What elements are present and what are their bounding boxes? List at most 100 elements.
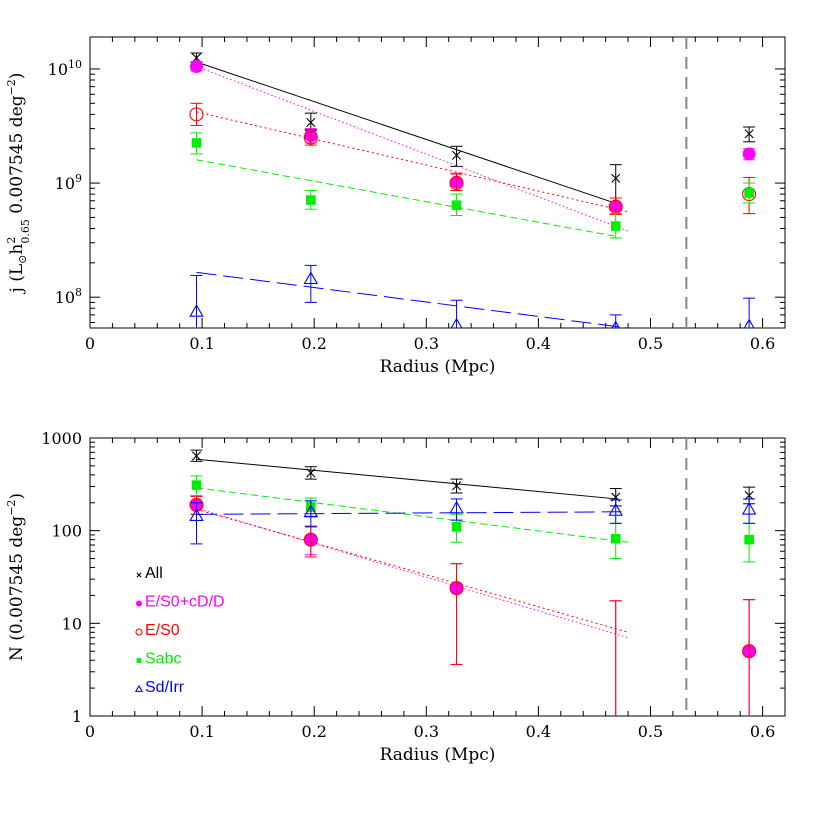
bottom-series-sabc-point: [744, 534, 754, 545]
bottom-series-sd-irr-point: [741, 501, 757, 515]
bottom-series-all-point-stroke-b: [451, 481, 462, 491]
top-plot-frame: [89, 36, 786, 329]
top-y-axis-title: j (L⊙h20.65 0.007545 deg−2): [5, 73, 32, 295]
bottom-series-sabc-point: [451, 522, 462, 532]
bottom-legend-entry-sd-irr-label: Sd/Irr: [145, 679, 185, 696]
bottom-y-tick-label: 10: [62, 614, 82, 633]
bottom-series-e-s0-point: [303, 532, 318, 547]
top-series-all-point: [451, 150, 462, 160]
bottom-legend-entry-e-s0: E/S0: [135, 622, 180, 639]
bottom-series-e-s0-point: [449, 581, 464, 596]
top-series-sd-irr-point: [189, 304, 204, 317]
bottom-legend-entry-sd-irr: Sd/Irr: [134, 679, 185, 696]
top-series-e-s0-point: [189, 107, 204, 122]
top-series-sd-irr: [189, 264, 756, 328]
top-series-e-s0-point: [449, 176, 464, 191]
top-series-all-point-stroke-b: [306, 117, 316, 128]
bottom-series-e-s0-fit-line: [196, 508, 629, 633]
bottom-series-sabc-point: [191, 480, 202, 490]
top-data-layer: [189, 52, 757, 328]
bottom-legend-entry-sabc-label: Sabc: [145, 651, 181, 668]
bottom-x-tick-label: 0.2: [301, 722, 326, 741]
top-series-sd-irr-fit-line: [196, 271, 629, 328]
bottom-y-axis-title: N (0.007545 deg−2): [5, 493, 27, 661]
bottom-legend-entry-e-s0-label: E/S0: [145, 622, 180, 639]
top-x-tick-label: 0.6: [750, 334, 775, 353]
bottom-legend: All E/S0+cD/D E/S0 Sabc Sd/Irr: [134, 565, 225, 696]
bottom-legend-entry-e-s0-cd-d: E/S0+cD/D: [136, 594, 225, 611]
bottom-series-all-fit-line: [196, 458, 617, 500]
panel-top-luminosity-density: 0 0.1 0.2 0.3 0.4 0.5 0.6 108 109 1010 Radius (Mpc…: [5, 36, 786, 377]
top-series-all-point-stroke-b: [451, 150, 462, 160]
bottom-series-all-point-stroke-b: [744, 490, 754, 501]
top-series-e-s0-cd-d-fit-line: [196, 66, 629, 232]
bottom-legend-entry-e-s0-marker: [135, 628, 143, 636]
bottom-series-all-point: [451, 481, 462, 491]
top-series-all-point-stroke-b: [744, 129, 754, 139]
bottom-series-sd-irr-fit-line: [196, 511, 629, 515]
bottom-y-tick-label: 1: [72, 707, 82, 726]
panel-bottom-number-density: 0 0.1 0.2 0.3 0.4 0.5 0.6 1 10 100 1000 Radius (Mpc…: [5, 429, 786, 765]
bottom-y-tick-label: 1000: [41, 429, 82, 448]
bottom-series-e-s0: [189, 495, 757, 716]
top-series-all-point: [744, 129, 754, 139]
bottom-legend-entry-sd-irr-marker: [134, 684, 144, 692]
top-series-sd-irr-point: [743, 318, 755, 328]
top-series-e-s0-fit-line: [196, 111, 629, 213]
top-y-tick-label: 108: [55, 286, 82, 307]
bottom-legend-entry-sabc-marker: [136, 658, 142, 663]
top-x-tick-label: 0: [85, 334, 95, 353]
bottom-series-sabc-fit-line: [196, 487, 629, 543]
top-series-e-s0-cd-d: [189, 60, 756, 232]
top-series-all-point-stroke-b: [611, 173, 621, 183]
bottom-legend-entry-all-marker-stroke-b: [136, 572, 142, 578]
top-series-all-point: [306, 117, 316, 128]
top-series-all-point: [611, 173, 621, 183]
bottom-data-layer: [189, 449, 757, 716]
bottom-x-tick-label: 0.5: [638, 722, 663, 741]
top-series-all-fit-line: [196, 61, 618, 205]
bottom-plot-frame: [89, 437, 786, 717]
bottom-y-tick-label: 100: [51, 522, 82, 541]
bottom-series-sd-irr: [189, 498, 757, 545]
bottom-series-all-point: [191, 451, 202, 461]
top-series-sabc: [190, 132, 756, 239]
top-series-sd-irr-point: [611, 320, 620, 328]
bottom-series-e-s0-cd-d: [189, 495, 756, 716]
bottom-series-e-s0-point: [742, 644, 757, 659]
top-y-tick-label: 1010: [48, 58, 82, 79]
bottom-x-tick-label: 0.3: [414, 722, 439, 741]
bottom-series-all-point: [306, 468, 316, 478]
bottom-series-sabc-point: [610, 533, 621, 544]
top-series-e-s0-point: [303, 130, 318, 145]
bottom-x-tick-label: 0.1: [189, 722, 214, 741]
top-series-e-s0-cd-d-point: [742, 147, 756, 161]
top-x-tick-label: 0.2: [301, 334, 326, 353]
top-series-sabc-point: [191, 138, 202, 148]
top-x-axis-title: Radius (Mpc): [380, 357, 496, 377]
top-y-tick-label: 109: [55, 172, 82, 193]
bottom-legend-entry-all: All: [136, 565, 163, 582]
bottom-legend-entry-e-s0-cd-d-marker: [136, 600, 142, 607]
bottom-series-e-s0-cd-d-fit-line: [196, 507, 629, 639]
top-series-sd-irr-point: [303, 271, 319, 285]
bottom-legend-entry-all-marker: [136, 572, 142, 578]
bottom-series-all-point-stroke-b: [306, 468, 316, 478]
top-series-sd-irr-point: [450, 317, 463, 328]
top-series-e-s0-cd-d-point: [189, 60, 203, 74]
bottom-series-sabc: [190, 475, 756, 563]
top-series-sabc-point: [744, 188, 754, 198]
bottom-legend-entry-sabc: Sabc: [136, 651, 181, 668]
bottom-x-tick-label: 0.6: [750, 722, 775, 741]
top-x-tick-label: 0.5: [638, 334, 663, 353]
bottom-legend-entry-all-label: All: [145, 565, 163, 582]
bottom-series-all-point-stroke-b: [191, 451, 202, 461]
bottom-series-sd-irr-point: [449, 500, 464, 514]
top-series-sabc-fit-line: [196, 159, 617, 238]
top-x-tick-label: 0.1: [189, 334, 214, 353]
top-series-e-s0: [189, 102, 757, 216]
top-x-tick-label: 0.3: [414, 334, 439, 353]
top-x-tick-label: 0.4: [526, 334, 551, 353]
top-series-sabc-point: [306, 195, 316, 205]
